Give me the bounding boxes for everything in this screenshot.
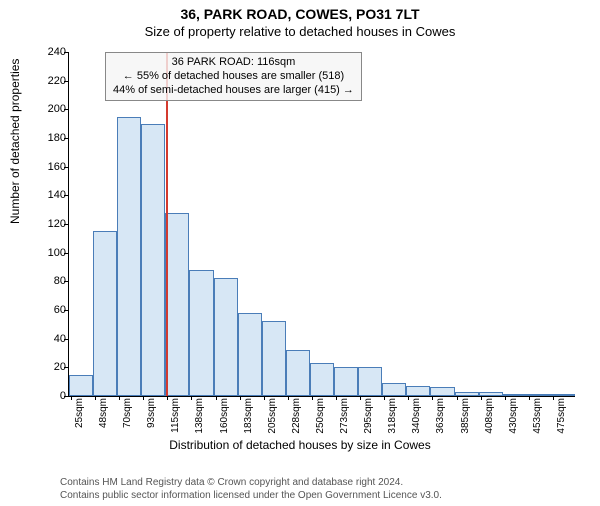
chart-plot-area <box>68 52 575 397</box>
histogram-bar <box>310 363 334 396</box>
histogram-bar <box>503 394 527 396</box>
histogram-bar <box>93 231 117 396</box>
x-tick-label: 430sqm <box>508 398 519 434</box>
y-tick-label: 20 <box>36 361 66 373</box>
x-tick-label: 385sqm <box>460 398 471 434</box>
reference-line <box>166 52 168 396</box>
x-tick-label: 363sqm <box>435 398 446 434</box>
chart-container: 36, PARK ROAD, COWES, PO31 7LT Size of p… <box>0 6 600 506</box>
y-tick-label: 200 <box>36 103 66 115</box>
x-tick-label: 228sqm <box>291 398 302 434</box>
y-tick-label: 80 <box>36 275 66 287</box>
histogram-bar <box>455 392 479 396</box>
histogram-bar <box>382 383 406 396</box>
y-tick-label: 60 <box>36 304 66 316</box>
histogram-bar <box>214 278 238 396</box>
histogram-bar <box>141 124 165 396</box>
histogram-bar <box>527 394 551 396</box>
annotation-line-larger: 44% of semi-detached houses are larger (… <box>113 84 354 98</box>
y-tick-label: 140 <box>36 189 66 201</box>
histogram-bar <box>189 270 213 396</box>
histogram-bar <box>430 387 454 396</box>
x-tick-label: 475sqm <box>556 398 567 434</box>
x-tick-label: 295sqm <box>363 398 374 434</box>
annotation-box: 36 PARK ROAD: 116sqm ← 55% of detached h… <box>105 52 362 101</box>
histogram-bar <box>358 367 382 396</box>
x-tick-label: 453sqm <box>532 398 543 434</box>
x-tick-label: 138sqm <box>194 398 205 434</box>
y-tick-label: 0 <box>36 390 66 402</box>
chart-title-address: 36, PARK ROAD, COWES, PO31 7LT <box>0 6 600 22</box>
x-tick-label: 183sqm <box>243 398 254 434</box>
x-tick-label: 340sqm <box>411 398 422 434</box>
histogram-bar <box>406 386 430 396</box>
x-tick-label: 273sqm <box>339 398 350 434</box>
histogram-bar <box>165 213 189 396</box>
x-tick-label: 205sqm <box>267 398 278 434</box>
x-tick-label: 250sqm <box>315 398 326 434</box>
x-axis-label: Distribution of detached houses by size … <box>0 438 600 452</box>
x-tick-label: 25sqm <box>74 398 85 428</box>
x-tick-label: 160sqm <box>219 398 230 434</box>
x-tick-label: 70sqm <box>122 398 133 428</box>
histogram-bar <box>262 321 286 396</box>
y-tick-label: 100 <box>36 247 66 259</box>
y-tick-label: 180 <box>36 132 66 144</box>
histogram-bar <box>117 117 141 397</box>
annotation-line-smaller: ← 55% of detached houses are smaller (51… <box>113 70 354 84</box>
footer-line-licence: Contains public sector information licen… <box>60 490 442 503</box>
y-tick-label: 160 <box>36 161 66 173</box>
x-tick-label: 93sqm <box>146 398 157 428</box>
footer-line-copyright: Contains HM Land Registry data © Crown c… <box>60 477 442 490</box>
y-tick-label: 220 <box>36 75 66 87</box>
histogram-bar <box>69 375 93 397</box>
histogram-bar <box>479 392 503 396</box>
y-tick-label: 40 <box>36 333 66 345</box>
footer: Contains HM Land Registry data © Crown c… <box>60 477 442 502</box>
annotation-line-property: 36 PARK ROAD: 116sqm <box>113 56 354 70</box>
histogram-bar <box>334 367 358 396</box>
x-tick-label: 115sqm <box>170 398 181 433</box>
histogram-bar <box>238 313 262 396</box>
x-tick-label: 318sqm <box>387 398 398 434</box>
x-tick-label: 408sqm <box>484 398 495 434</box>
y-tick-label: 240 <box>36 46 66 58</box>
x-tick-label: 48sqm <box>98 398 109 428</box>
y-axis-label: Number of detached properties <box>8 59 22 224</box>
chart-subtitle: Size of property relative to detached ho… <box>0 24 600 39</box>
histogram-bar <box>286 350 310 396</box>
y-tick-label: 120 <box>36 218 66 230</box>
histogram-bar <box>551 394 575 396</box>
